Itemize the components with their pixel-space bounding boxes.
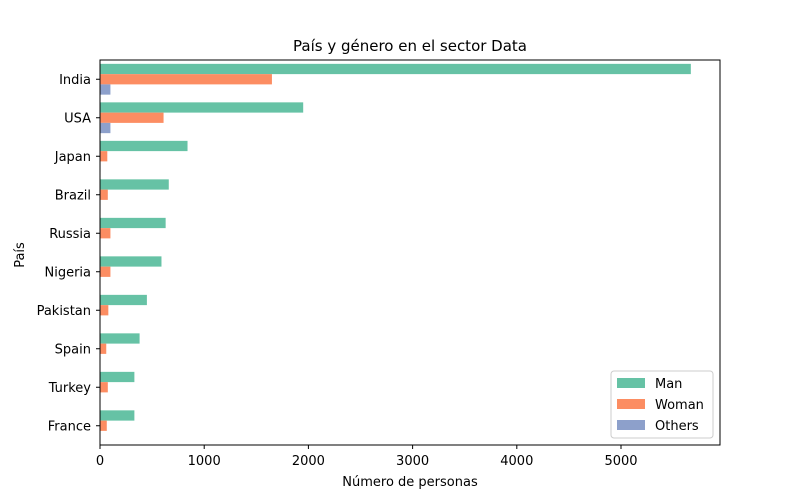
y-tick-label: Nigeria xyxy=(44,265,91,280)
bars-layer xyxy=(100,64,691,441)
x-tick-label: 0 xyxy=(96,454,104,469)
bar-nigeria-man xyxy=(100,256,161,266)
bar-brazil-woman xyxy=(100,190,108,200)
bar-usa-others xyxy=(100,123,110,133)
legend-swatch-others xyxy=(617,420,645,430)
chart-title: País y género en el sector Data xyxy=(293,37,527,55)
bar-usa-woman xyxy=(100,113,164,123)
bar-spain-woman xyxy=(100,344,106,354)
x-tick-label: 1000 xyxy=(188,454,221,469)
legend-swatch-woman xyxy=(617,399,645,409)
bar-japan-woman xyxy=(100,151,107,161)
legend-label-man: Man xyxy=(655,377,682,392)
x-tick-label: 2000 xyxy=(292,454,325,469)
x-tick-label: 5000 xyxy=(604,454,637,469)
y-tick-label: Brazil xyxy=(55,188,91,203)
bar-japan-man xyxy=(100,141,188,151)
bar-india-woman xyxy=(100,74,272,84)
y-tick-label: India xyxy=(59,73,91,88)
bar-pakistan-woman xyxy=(100,305,108,315)
legend-label-woman: Woman xyxy=(655,398,704,413)
legend-label-others: Others xyxy=(655,419,699,434)
bar-pakistan-man xyxy=(100,295,147,305)
bar-nigeria-woman xyxy=(100,267,110,277)
y-tick-label: Pakistan xyxy=(37,304,91,319)
legend: Man Woman Others xyxy=(611,371,713,438)
x-tick-label: 4000 xyxy=(500,454,533,469)
bar-russia-man xyxy=(100,218,166,228)
bar-russia-woman xyxy=(100,228,110,238)
y-tick-label: France xyxy=(48,419,91,434)
bar-turkey-man xyxy=(100,372,134,382)
bar-usa-man xyxy=(100,102,303,112)
bar-france-man xyxy=(100,410,134,420)
ticks-layer: India USA Japan Brazil Russia Nigeria Pakistan… xyxy=(37,73,638,469)
x-tick-label: 3000 xyxy=(396,454,429,469)
y-tick-label: Japan xyxy=(54,150,91,165)
y-tick-label: USA xyxy=(64,111,91,126)
bar-india-others xyxy=(100,84,110,94)
y-tick-label: Turkey xyxy=(48,381,92,396)
y-tick-label: Spain xyxy=(55,342,91,357)
bar-brazil-man xyxy=(100,179,169,189)
y-axis-label: País xyxy=(13,242,28,268)
bar-spain-man xyxy=(100,333,140,343)
x-axis-label: Número de personas xyxy=(342,475,478,490)
bar-france-woman xyxy=(100,421,107,431)
bar-turkey-woman xyxy=(100,382,108,392)
bar-india-man xyxy=(100,64,691,74)
y-tick-label: Russia xyxy=(49,227,91,242)
legend-swatch-man xyxy=(617,378,645,388)
